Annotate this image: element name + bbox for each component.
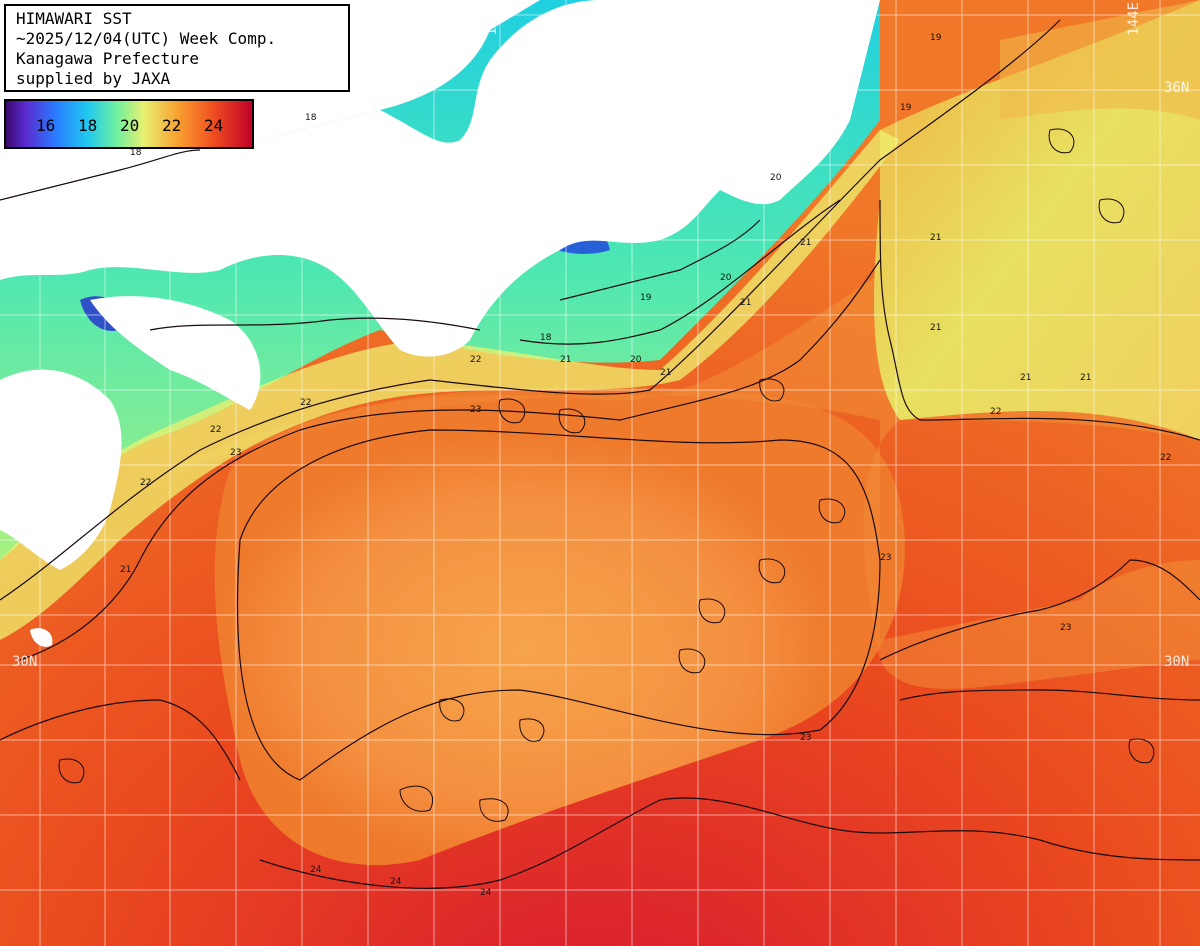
isotherm-20-west	[149, 317, 481, 331]
contour-label: 21	[930, 323, 941, 333]
lon-label-138e: 138E	[484, 2, 500, 36]
legend-label: 16	[36, 116, 56, 135]
temperature-color-legend: 16 18 20 22 24	[4, 99, 254, 149]
contour-patches	[58, 128, 1155, 822]
contour-label: 22	[470, 355, 481, 365]
isotherm-23-pool	[236, 429, 881, 781]
land-kyushu	[0, 369, 122, 570]
land-honshu	[0, 0, 880, 357]
contour-label: 22	[210, 425, 221, 435]
isotherm-22	[0, 19, 1061, 601]
isotherm-24-west	[0, 699, 241, 781]
contour-label: 23	[800, 733, 811, 743]
contour-label: 24	[390, 877, 402, 887]
contour-label: 20	[770, 173, 782, 183]
contour-label: 18	[130, 148, 142, 158]
contour-label: 21	[560, 355, 571, 365]
contour-value-labels: 22 22 21 20 18 19 21 21 21 23 23 23 23 2…	[120, 33, 1171, 898]
contour-label: 18	[305, 113, 317, 123]
ocean-east-cool	[874, 0, 1200, 440]
contour-label: 23	[470, 405, 481, 415]
contour-label: 22	[140, 478, 151, 488]
title-line-date: ~2025/12/04(UTC) Week Comp.	[16, 29, 277, 48]
contour-label: 24	[310, 865, 322, 875]
contour-label: 20	[720, 273, 732, 283]
contour-label: 21	[800, 238, 811, 248]
title-line-agency: Kanagawa Prefecture	[16, 49, 200, 68]
contour-label: 21	[1020, 373, 1031, 383]
ocean-transition-band	[0, 130, 900, 640]
contour-label: 21	[740, 298, 751, 308]
lat-label-36n: 36N	[1164, 80, 1190, 96]
contour-label: 22	[1160, 453, 1171, 463]
lon-label-144e: 144E	[1126, 2, 1142, 36]
lat-label-30n-left: 30N	[12, 654, 38, 670]
contour-label: 23	[880, 553, 891, 563]
map-title-box: HIMAWARI SST ~2025/12/04(UTC) Week Comp.…	[4, 4, 350, 92]
contour-label: 22	[990, 407, 1001, 417]
isotherms	[0, 19, 1200, 889]
contour-label: 19	[900, 103, 912, 113]
isotherm-24-east	[899, 689, 1200, 701]
legend-label: 20	[120, 116, 140, 135]
contour-label: 19	[930, 33, 942, 43]
contour-label: 19	[640, 293, 652, 303]
contour-label: 23	[230, 448, 241, 458]
title-line-supplier: supplied by JAXA	[16, 69, 171, 88]
ocean-central-pool	[214, 386, 905, 866]
isotherm-24	[259, 797, 1200, 889]
isotherm-20	[519, 199, 841, 345]
legend-label: 18	[78, 116, 98, 135]
contour-label: 22	[300, 398, 311, 408]
contour-label: 21	[930, 233, 941, 243]
legend-label: 22	[162, 116, 182, 135]
isotherm-19	[559, 219, 761, 301]
contour-label: 21	[660, 368, 671, 378]
isotherm-21-east	[879, 199, 1200, 441]
contour-label: 24	[480, 888, 492, 898]
lat-label-30n-right: 30N	[1164, 654, 1190, 670]
contour-label: 20	[630, 355, 642, 365]
title-line-product: HIMAWARI SST	[16, 9, 132, 28]
isotherm-18	[0, 149, 201, 201]
legend-label: 24	[204, 116, 224, 135]
isotherm-23	[19, 259, 881, 661]
contour-label: 18	[540, 333, 552, 343]
contour-label: 23	[1060, 623, 1071, 633]
contour-label: 21	[1080, 373, 1091, 383]
land-island-south	[30, 628, 53, 647]
isotherm-23-east	[879, 559, 1200, 661]
contour-label: 21	[120, 565, 131, 575]
